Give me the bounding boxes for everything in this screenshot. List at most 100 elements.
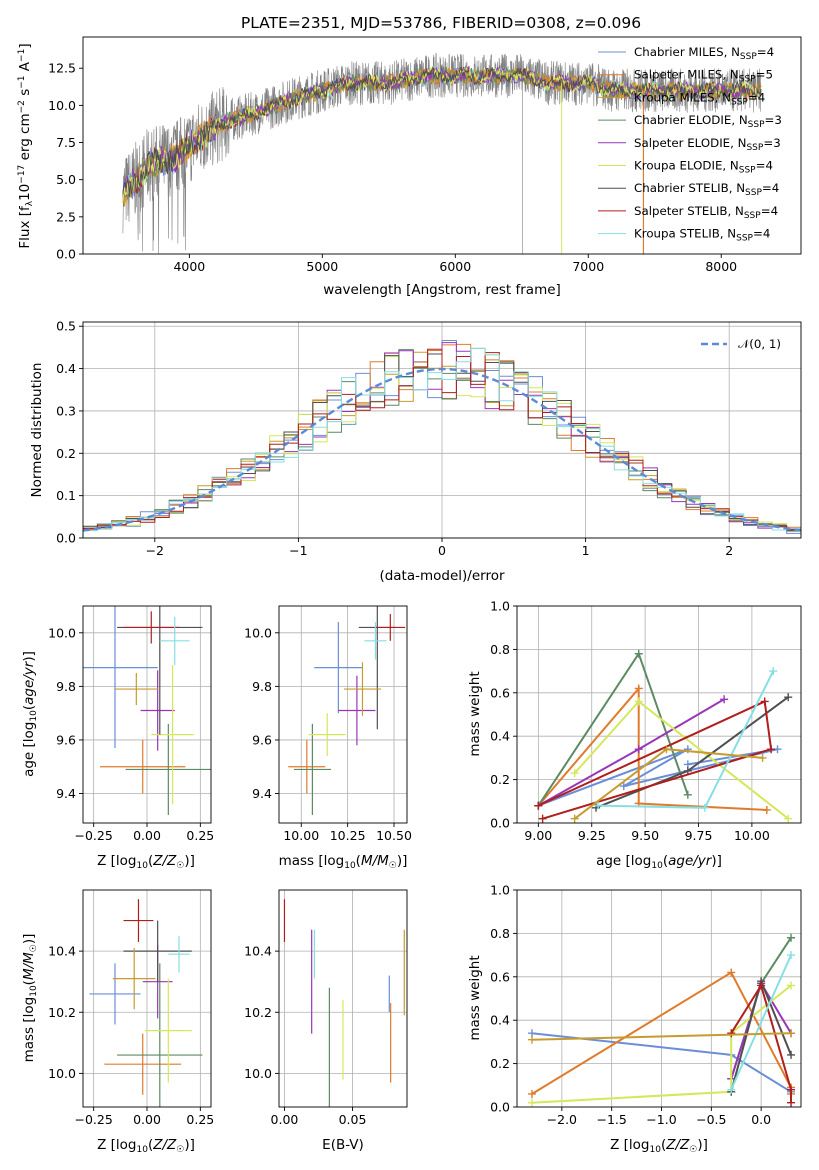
x-tick-label: 6000 <box>439 259 471 274</box>
y-tick-label: 5.0 <box>56 172 76 187</box>
legend-entry: Salpeter STELIB, NSSP=4 <box>634 204 778 221</box>
x-axis-label-part: )] <box>184 853 195 869</box>
axes-frame <box>82 36 802 255</box>
mw-age-marker <box>767 745 776 754</box>
axes-frame <box>278 889 408 1108</box>
x-axis-label: mass [log10(M/M☉)] <box>279 853 408 871</box>
x-tick-label: 1 <box>582 543 590 558</box>
y-tick-label: 9.4 <box>252 786 272 801</box>
y-axis-label-part: ( <box>21 705 37 710</box>
x-tick-label: −2.0 <box>547 1112 577 1127</box>
y-tick-label: 9.4 <box>56 786 76 801</box>
y-axis-label: age [log10(age/yr)] <box>21 651 39 777</box>
y-axis-label-part: ☉ <box>29 944 39 952</box>
x-tick-label: 0.00 <box>271 1112 299 1127</box>
y-axis-label-part: λ <box>25 200 35 206</box>
x-axis-label-part: Z [log <box>610 1137 649 1153</box>
legend-entry-part: Chabrier MILES, N <box>634 45 740 59</box>
axes-frame <box>516 605 802 824</box>
x-tick-label: −0.25 <box>75 1112 113 1127</box>
y-axis-label-part: ( <box>21 980 37 985</box>
legend-entry-part: =5 <box>756 68 773 82</box>
x-tick-label: −1.5 <box>596 1112 626 1127</box>
y-tick-label: 10.0 <box>244 1066 272 1081</box>
x-tick-label: −2 <box>146 543 164 558</box>
mw-z-marker <box>787 981 796 990</box>
y-tick-label: 9.8 <box>252 679 272 694</box>
legend-entry: Kroupa MILES, NSSP=4 <box>634 90 765 107</box>
mw-z-marker <box>727 968 736 977</box>
x-axis-label-part: age [log <box>596 853 651 869</box>
x-axis-label-part: Z [log <box>97 1137 136 1153</box>
x-axis-label-part: 10 <box>136 1145 148 1155</box>
x-tick-label: 0.25 <box>186 828 214 843</box>
y-axis-label-part: s <box>17 89 33 100</box>
mw-z-marker <box>757 981 766 990</box>
legend-entry-part: Salpeter ELODIE, N <box>634 136 746 150</box>
y-axis-label: Normed distribution <box>29 363 45 498</box>
y-tick-label: 10.2 <box>244 1005 272 1020</box>
legend-entry-part: SSP <box>745 188 762 198</box>
plot-area <box>122 52 762 254</box>
mw-age-marker <box>534 801 543 810</box>
y-tick-label: 0.6 <box>490 685 510 700</box>
y-axis-label: mass weight <box>467 955 483 1040</box>
y-tick-label: 0.5 <box>56 319 76 334</box>
legend-entry: Salpeter MILES, NSSP=5 <box>634 68 773 85</box>
plot-area <box>279 890 407 1107</box>
mw-age-marker <box>769 667 778 676</box>
x-tick-label: 10.50 <box>376 828 412 843</box>
mw-age-marker <box>700 803 709 812</box>
y-tick-label: 0.4 <box>56 361 76 376</box>
x-axis-label: (data-model)/error <box>379 568 505 584</box>
y-axis-label-part: mass [log <box>21 997 37 1063</box>
y-axis-label: Flux [fλ10−17 erg cm−2 s−1 A−1] <box>17 43 35 248</box>
mw-z-marker <box>787 1098 796 1107</box>
x-axis-label: Z [log10(Z/Z☉)] <box>97 853 195 871</box>
legend-entry-part: SSP <box>736 234 753 244</box>
y-axis-label-part: 10 <box>29 985 39 997</box>
plot-area <box>83 322 801 538</box>
gaussian-curve <box>83 367 801 532</box>
plot-area <box>83 890 211 1107</box>
figure-title: PLATE=2351, MJD=53786, FIBERID=0308, z=0… <box>241 14 641 32</box>
x-axis-label-part: age/yr <box>668 853 713 869</box>
legend-entry-part: Kroupa MILES, N <box>634 90 731 104</box>
x-axis-label-part: ☉ <box>689 1145 697 1155</box>
y-tick-label: 0.6 <box>490 969 510 984</box>
y-tick-label: 1.0 <box>490 599 510 614</box>
y-axis-label-part: −17 <box>17 165 27 184</box>
x-axis-label-part: )] <box>697 1137 708 1153</box>
y-axis-label: mass weight <box>467 671 483 756</box>
legend-entry-part: SSP <box>739 166 756 176</box>
mw-z-marker <box>727 1085 736 1094</box>
x-tick-label: 5000 <box>306 259 338 274</box>
y-tick-label: 10.0 <box>48 1066 76 1081</box>
mw-z-marker <box>787 933 796 942</box>
legend-entry-part: Kroupa STELIB, N <box>634 227 736 241</box>
y-axis-label-part: age/yr <box>21 660 37 705</box>
y-axis-label-part: age [log <box>21 722 37 777</box>
y-tick-label: 7.5 <box>56 135 76 150</box>
residual-histogram <box>83 348 801 538</box>
y-tick-label: 10.4 <box>244 944 272 959</box>
y-tick-label: 0.0 <box>490 1100 510 1115</box>
legend-entry: Kroupa ELODIE, NSSP=4 <box>634 159 773 176</box>
x-axis-label-part: mass [log <box>279 853 345 869</box>
y-tick-label: 0.4 <box>490 1013 510 1028</box>
mw-age-marker <box>538 814 547 823</box>
mw-age-marker <box>634 684 643 693</box>
y-tick-label: 0.8 <box>490 642 510 657</box>
x-tick-label: −0.25 <box>75 828 113 843</box>
age-vs-mass-panel: 10.00 10.25 10.50 9.4 9.6 9.8 10.0 mass [log10(… <box>244 605 412 871</box>
residual-histogram-panel: −2 −1 0 1 2 0.0 0.1 0.2 0.3 0.4 0.5 𝒩(0, 1) (data-mo… <box>29 319 802 584</box>
legend-entry-part: SSP <box>744 211 761 221</box>
plot-area <box>517 606 801 823</box>
x-tick-label: 7000 <box>572 259 604 274</box>
y-tick-label: 0.0 <box>56 531 76 546</box>
y-tick-label: 0.0 <box>490 816 510 831</box>
x-axis-label: age [log10(age/yr)] <box>596 853 722 871</box>
y-axis-label-part: ] <box>17 43 33 48</box>
x-axis-label-part: 10 <box>649 1145 661 1155</box>
